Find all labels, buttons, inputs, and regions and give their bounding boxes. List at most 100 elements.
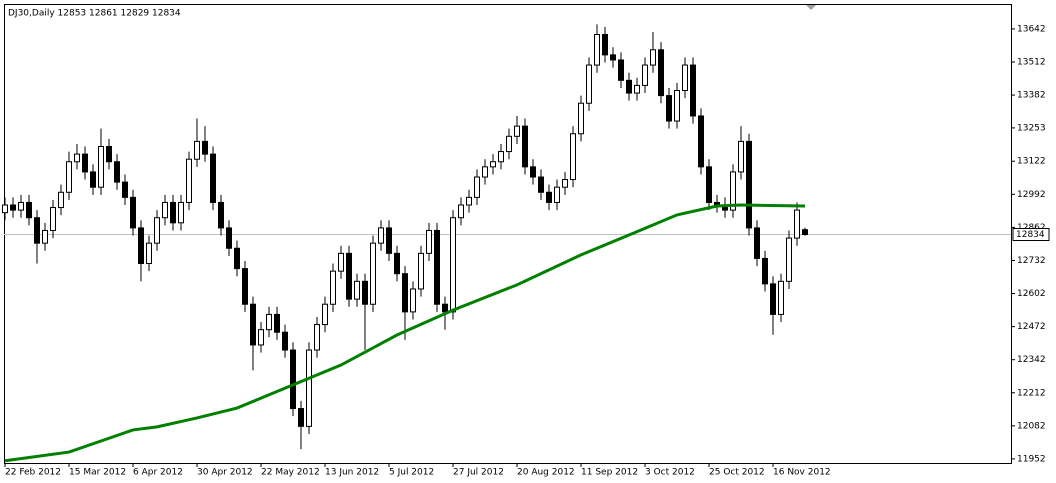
y-tick-label: 12212: [1017, 388, 1046, 398]
candle-body: [186, 158, 192, 203]
candle-body: [650, 49, 656, 66]
candle-body: [202, 140, 208, 155]
candle-body: [82, 153, 88, 173]
candle-body: [194, 140, 200, 160]
x-tick-label: 22 Feb 2012: [5, 468, 61, 478]
candle-body: [98, 145, 104, 188]
candle-body: [50, 207, 56, 231]
candle-body: [778, 280, 784, 315]
y-tick-label: 13253: [1017, 123, 1046, 133]
candle-body: [266, 313, 272, 331]
shift-marker: [806, 5, 816, 10]
moving-average: [4, 203, 806, 463]
candle-body: [522, 125, 528, 168]
candle-body: [314, 324, 320, 351]
candle-body: [258, 329, 264, 346]
candle-body: [154, 217, 160, 244]
x-tick-label: 20 Aug 2012: [517, 468, 575, 478]
candle-body: [138, 227, 144, 265]
candle-body: [658, 49, 664, 97]
y-tick-label: 13122: [1017, 157, 1046, 167]
candle-body: [794, 209, 800, 239]
candle-body: [362, 280, 368, 305]
x-tick-label: 16 Nov 2012: [773, 468, 831, 478]
candle-body: [690, 64, 696, 117]
candle-body: [162, 201, 168, 219]
candle-body: [322, 303, 328, 326]
candle-body: [506, 135, 512, 153]
candle-body: [298, 408, 304, 427]
candle-body: [290, 349, 296, 410]
candle-body: [218, 201, 224, 229]
candle-body: [2, 204, 8, 214]
y-tick-label: 11952: [1017, 454, 1046, 464]
x-tick-label: 11 Sep 2012: [581, 468, 638, 478]
candle-body: [426, 229, 432, 254]
candle-body: [10, 204, 16, 211]
candle-body: [490, 161, 496, 168]
candle-body: [250, 303, 256, 346]
candle-body: [706, 166, 712, 203]
candle-body: [554, 186, 560, 203]
y-tick-label: 12992: [1017, 190, 1046, 200]
last-price-label: 12834: [1016, 230, 1045, 240]
candle-body: [90, 171, 96, 188]
candle-body: [170, 201, 176, 224]
candle-body: [482, 166, 488, 178]
candle-body: [434, 229, 440, 305]
candle-body: [802, 229, 808, 236]
x-tick-label: 22 May 2012: [261, 468, 320, 478]
candle-body: [330, 270, 336, 305]
candle-body: [698, 115, 704, 168]
candle-body: [66, 161, 72, 193]
y-tick-label: 12342: [1017, 355, 1046, 365]
candle-body: [354, 280, 360, 300]
x-tick-label: 5 Jul 2012: [389, 468, 434, 478]
x-tick-label: 13 Jun 2012: [325, 468, 379, 478]
candle-body: [442, 303, 448, 313]
last-price-box: [1012, 228, 1050, 242]
candle-body: [18, 201, 24, 211]
candle-body: [450, 217, 456, 313]
candle-body: [458, 204, 464, 219]
candle-body: [530, 166, 536, 178]
candle-body: [570, 133, 576, 181]
y-tick-label: 13512: [1017, 58, 1046, 68]
candle-body: [242, 268, 248, 305]
candle-body: [178, 201, 184, 224]
candle-body: [418, 252, 424, 290]
candle-body: [578, 102, 584, 135]
candle-body: [234, 247, 240, 270]
x-tick-label: 25 Oct 2012: [709, 468, 765, 478]
candle-body: [130, 196, 136, 229]
candle-body: [682, 64, 688, 92]
plot-frame: [4, 4, 1012, 464]
y-tick-label: 12602: [1017, 289, 1046, 299]
candle-body: [586, 64, 592, 104]
candle-body: [306, 349, 312, 427]
candle-body: [58, 191, 64, 209]
candle-body: [498, 151, 504, 163]
candle-body: [410, 288, 416, 313]
candle-body: [146, 242, 152, 265]
x-tick-label: 6 Apr 2012: [133, 468, 183, 478]
x-tick-label: 30 Apr 2012: [197, 468, 253, 478]
candle-body: [730, 171, 736, 211]
candle-body: [666, 95, 672, 122]
candle-body: [346, 252, 352, 300]
y-tick-label: 12082: [1017, 421, 1046, 431]
candle-body: [114, 161, 120, 183]
y-tick-label: 13642: [1017, 24, 1046, 34]
x-tick-label: 27 Jul 2012: [453, 468, 504, 478]
y-tick-label: 12732: [1017, 256, 1046, 266]
candle-body: [26, 201, 32, 219]
y-tick-label: 12472: [1017, 322, 1046, 332]
candle-body: [674, 90, 680, 122]
candle-body: [282, 331, 288, 351]
candle-body: [378, 227, 384, 244]
candle-body: [42, 229, 48, 244]
candle-body: [634, 84, 640, 94]
candle-body: [610, 54, 616, 61]
y-tick-label: 13382: [1017, 91, 1046, 101]
